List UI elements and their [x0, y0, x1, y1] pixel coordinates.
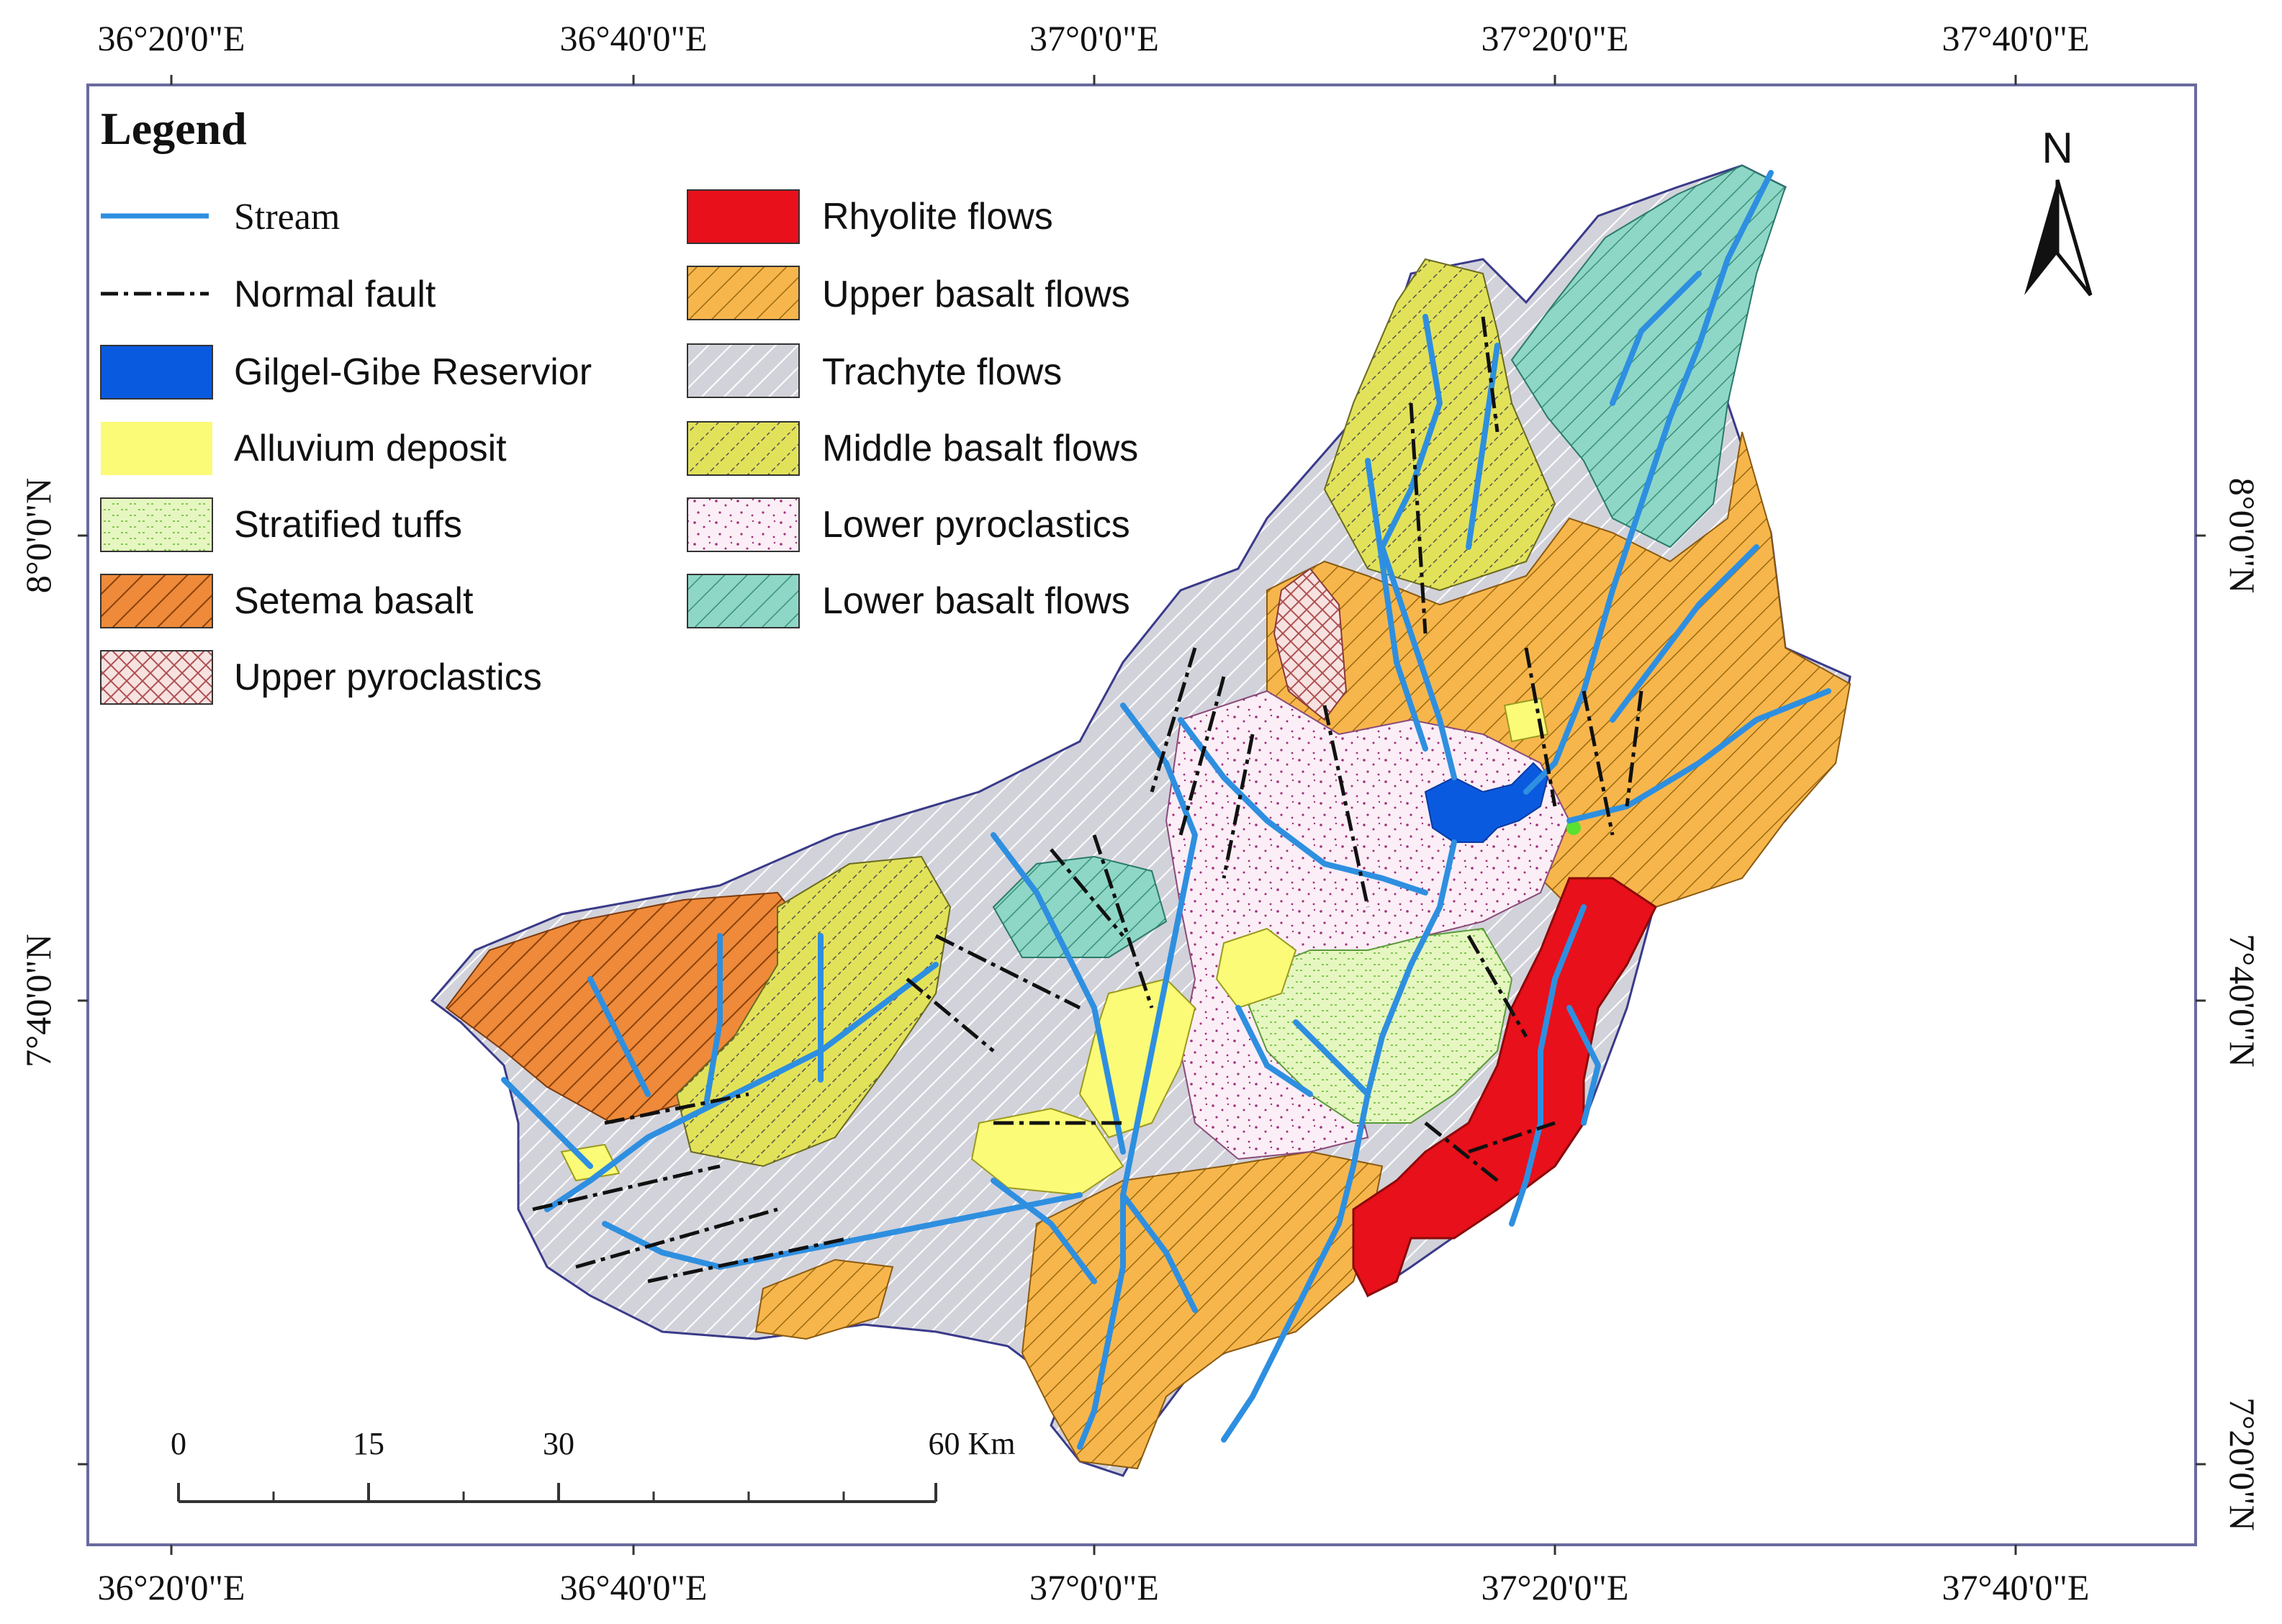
top-coordinate-labels: 36°20'0"E 36°40'0"E 37°0'0"E 37°20'0"E 3…: [98, 18, 2090, 58]
legend-label: Upper basalt flows: [822, 274, 1130, 315]
legend-label: Trachyte flows: [822, 351, 1062, 393]
trachyte-swatch: [687, 343, 800, 398]
middle-basalt-swatch: [687, 421, 800, 476]
geology-map: [430, 164, 1852, 1477]
legend-label: Rhyolite flows: [822, 196, 1053, 238]
upper-basalt-sw-area: [754, 1258, 894, 1340]
lower-pyro-swatch: [687, 497, 800, 552]
legend-label: Middle basalt flows: [822, 428, 1138, 469]
lower-basalt-ne-area: [1510, 164, 1787, 549]
left-coordinate-labels: 8°0'0"N 7°40'0"N: [18, 478, 58, 1068]
legend: Legend Stream Normal fault Gilgel-Gibe R…: [100, 103, 1138, 705]
bottom-tick-label: 37°20'0"E: [1482, 1567, 1629, 1607]
right-tick-label: 7°20'0"N: [2222, 1397, 2263, 1531]
upper-pyroclastics-area: [1273, 567, 1348, 721]
scale-bar: 0 15 30 60 Km: [171, 1426, 1016, 1503]
left-tick-label: 7°40'0"N: [18, 934, 58, 1068]
legend-label: Alluvium deposit: [234, 428, 507, 469]
alluvium-area: [1078, 978, 1196, 1139]
top-tick-label: 36°20'0"E: [98, 18, 245, 58]
graticule-ticks: [78, 75, 2206, 1555]
scale-label: 0: [171, 1426, 186, 1461]
bottom-tick-label: 36°40'0"E: [560, 1567, 708, 1607]
legend-label: Stream: [234, 197, 340, 238]
north-label: N: [2042, 124, 2073, 172]
north-arrow: N: [2024, 124, 2093, 297]
stream-network: [501, 170, 1831, 1450]
dam-site-marker: [1566, 821, 1581, 835]
alluvium-area: [970, 1107, 1124, 1196]
top-tick-label: 37°40'0"E: [1942, 18, 2090, 58]
normal-faults: [532, 316, 1643, 1284]
legend-title: Legend: [101, 103, 247, 154]
north-arrow-icon: [2024, 180, 2057, 295]
bottom-tick-label: 37°40'0"E: [1942, 1567, 2090, 1607]
rhyolite-swatch: [687, 189, 800, 244]
legend-label: Upper pyroclastics: [234, 657, 542, 698]
middle-basalt-north-area: [1323, 258, 1556, 592]
legend-label: Lower basalt flows: [822, 580, 1130, 622]
legend-label: Setema basalt: [234, 580, 474, 622]
right-coordinate-labels: 8°0'0"N 7°40'0"N 7°20'0"N: [2222, 478, 2263, 1531]
reservoir-swatch: [100, 345, 213, 400]
legend-label: Lower pyroclastics: [822, 504, 1130, 546]
right-tick-label: 8°0'0"N: [2222, 478, 2263, 594]
right-tick-label: 7°40'0"N: [2222, 934, 2263, 1068]
legend-label: Normal fault: [234, 274, 436, 315]
upper-pyro-swatch: [100, 650, 213, 705]
alluvium-area: [1215, 927, 1297, 1009]
legend-label: Gilgel-Gibe Reservior: [234, 351, 592, 393]
bottom-coordinate-labels: 36°20'0"E 36°40'0"E 37°0'0"E 37°20'0"E 3…: [98, 1567, 2090, 1607]
bottom-tick-label: 37°0'0"E: [1029, 1567, 1159, 1607]
setema-swatch: [100, 574, 213, 628]
top-tick-label: 37°20'0"E: [1482, 18, 1629, 58]
lower-basalt-central-area: [992, 855, 1168, 958]
top-tick-label: 36°40'0"E: [560, 18, 708, 58]
scale-label: 15: [353, 1426, 384, 1461]
scale-label: 60 Km: [929, 1426, 1016, 1461]
legend-label: Stratified tuffs: [234, 504, 462, 546]
bottom-tick-label: 36°20'0"E: [98, 1567, 245, 1607]
left-tick-label: 8°0'0"N: [18, 478, 58, 594]
tuffs-swatch: [100, 497, 213, 552]
alluvium-swatch: [101, 422, 212, 475]
rhyolite-flows-area: [1352, 877, 1657, 1298]
top-tick-label: 37°0'0"E: [1029, 18, 1159, 58]
lower-basalt-swatch: [687, 574, 800, 628]
scale-label: 30: [543, 1426, 574, 1461]
upper-basalt-swatch: [687, 266, 800, 320]
upper-basalt-south-area: [1021, 1150, 1384, 1470]
